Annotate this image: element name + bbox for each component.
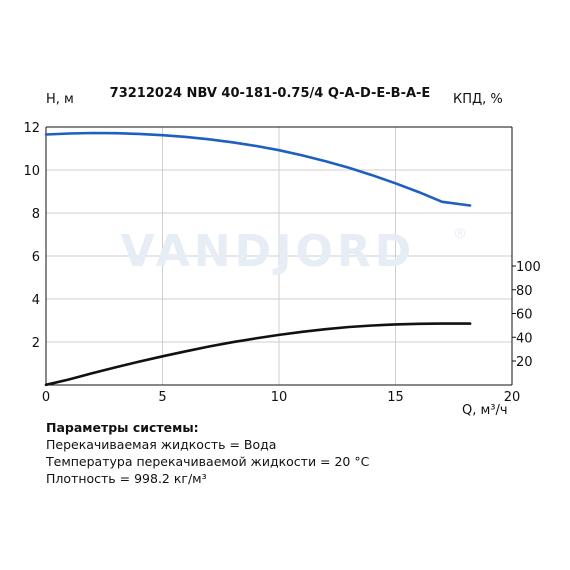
x-tick-label: 10 — [271, 390, 288, 405]
y-right-tick-label: 40 — [516, 331, 533, 346]
y-left-tick-label: 10 — [23, 164, 40, 179]
tick-labels: 0 5 10 15 20 2 4 6 8 10 12 20 40 60 80 100 — [23, 121, 540, 405]
y-left-tick-label: 8 — [32, 207, 40, 222]
param-temperature: Температура перекачиваемой жидкости = 20… — [46, 454, 370, 469]
system-parameters: Параметры системы: Перекачиваемая жидкос… — [46, 419, 369, 487]
y-axis-left-title: H, м — [46, 92, 74, 107]
y-left-tick-label: 6 — [32, 250, 40, 265]
grid — [46, 127, 512, 385]
y-right-tick-label: 100 — [516, 260, 541, 275]
y-right-tick-label: 80 — [516, 284, 533, 299]
head-curve-line — [44, 131, 472, 207]
x-tick-label: 15 — [387, 390, 404, 405]
y-axis-right-title: КПД, % — [453, 92, 503, 107]
efficiency-curve-line — [44, 322, 472, 387]
x-tick-label: 20 — [504, 390, 521, 405]
param-liquid: Перекачиваемая жидкость = Вода — [46, 437, 277, 452]
x-tick-label: 0 — [42, 390, 50, 405]
params-heading: Параметры системы: — [46, 420, 199, 435]
x-tick-label: 5 — [158, 390, 166, 405]
series — [44, 131, 472, 387]
chart-title: 73212024 NBV 40-181-0.75/4 Q-A-D-E-B-A-E — [110, 86, 431, 101]
param-density: Плотность = 998.2 кг/м³ — [46, 471, 207, 486]
x-axis-title: Q, м³/ч — [462, 403, 508, 418]
watermark-text: VANDJORD — [121, 226, 416, 277]
watermark-registered-mark: ® — [453, 226, 467, 242]
y-left-tick-label: 4 — [32, 293, 40, 308]
axes — [45, 126, 513, 386]
y-left-tick-label: 2 — [32, 336, 40, 351]
y-left-tick-label: 12 — [23, 121, 40, 136]
y-right-tick-label: 20 — [516, 355, 533, 370]
y-right-tick-label: 60 — [516, 308, 533, 323]
